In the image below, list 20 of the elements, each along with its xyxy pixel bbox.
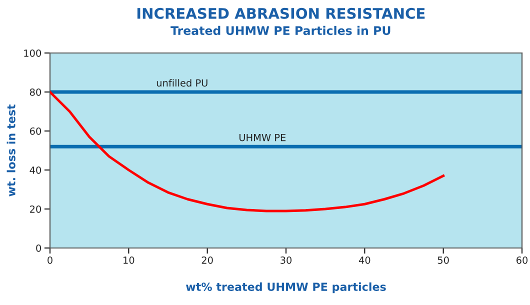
line-series bbox=[50, 90, 445, 212]
x-tick-label: 60 bbox=[516, 256, 528, 264]
y-tick-label: 60 bbox=[30, 127, 42, 135]
ref-line-label: unfilled PU bbox=[156, 79, 208, 87]
y-tick-label: 0 bbox=[36, 244, 42, 252]
x-tick-label: 30 bbox=[280, 256, 292, 264]
x-axis-title: wt% treated UHMW PE particles bbox=[186, 282, 386, 294]
y-tick-label: 80 bbox=[30, 88, 42, 96]
x-tick-label: 0 bbox=[48, 256, 52, 264]
chart-title: INCREASED ABRASION RESISTANCE bbox=[137, 8, 425, 19]
ref-line-label: UHMW PE bbox=[239, 134, 286, 142]
y-axis-title: wt. loss in test bbox=[6, 104, 16, 196]
y-tick-label: 100 bbox=[24, 49, 42, 57]
y-tick-label: 40 bbox=[30, 166, 42, 174]
chart-subtitle: Treated UHMW PE Particles in PU bbox=[170, 26, 390, 36]
x-tick-label: 40 bbox=[358, 256, 370, 264]
x-tick-label: 50 bbox=[438, 256, 449, 264]
y-tick-label: 20 bbox=[30, 205, 42, 213]
x-tick-label: 10 bbox=[124, 256, 134, 264]
x-tick-label: 20 bbox=[202, 256, 213, 264]
